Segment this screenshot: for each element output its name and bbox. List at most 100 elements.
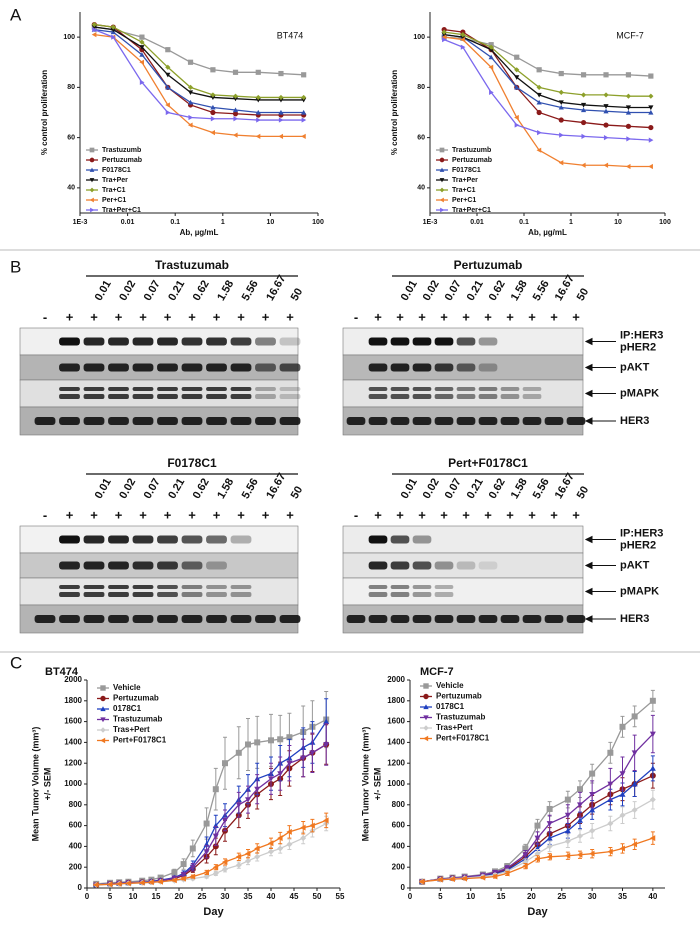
x-tick-label: 20 <box>527 892 536 901</box>
legend-label: F0178C1 <box>102 167 131 174</box>
band <box>132 585 154 589</box>
data-point <box>558 117 564 123</box>
lane-label: + <box>139 507 147 522</box>
y-axis-label: Mean Tumor Volume (mm³) <box>30 727 40 842</box>
band <box>181 561 203 570</box>
band <box>279 363 301 372</box>
data-point <box>649 731 656 738</box>
band <box>390 535 410 544</box>
data-point <box>268 737 274 744</box>
y-tick-label: 0 <box>78 883 83 892</box>
data-point <box>514 54 520 60</box>
data-point <box>203 849 210 855</box>
lane-label: + <box>213 507 221 522</box>
data-point <box>603 108 609 114</box>
band <box>157 363 178 372</box>
series-line <box>94 23 304 99</box>
y-tick-label: 200 <box>69 862 83 871</box>
data-point <box>171 869 178 876</box>
band <box>522 615 542 623</box>
data-point <box>603 135 609 141</box>
y-tick-label: 1400 <box>387 738 405 747</box>
legend-marker <box>89 147 95 153</box>
data-point <box>589 850 595 857</box>
legend-marker <box>90 207 95 213</box>
band <box>390 615 410 623</box>
data-point <box>212 864 219 871</box>
arrow <box>584 363 616 372</box>
band <box>206 363 227 372</box>
series-line <box>444 33 651 114</box>
lane-label: + <box>164 309 172 324</box>
data-point <box>277 771 284 777</box>
data-point <box>649 697 656 704</box>
row-label: pAKT <box>620 361 650 373</box>
data-point <box>648 93 654 99</box>
data-point <box>180 875 186 882</box>
data-point <box>442 37 447 43</box>
band <box>59 561 80 570</box>
data-point <box>536 147 542 153</box>
data-point <box>619 791 626 797</box>
legend-marker <box>423 735 429 742</box>
row-label: pMAPK <box>620 387 659 399</box>
data-point <box>91 24 97 30</box>
legend-label: Tras+Pert <box>113 725 150 734</box>
band <box>368 337 388 346</box>
data-point <box>232 111 239 117</box>
legend-marker <box>439 197 444 203</box>
data-point <box>277 845 284 852</box>
arrow <box>584 615 616 623</box>
data-point <box>648 109 654 115</box>
data-point <box>534 850 541 857</box>
band <box>181 585 203 589</box>
data-point <box>165 64 171 70</box>
data-point <box>268 848 274 855</box>
data-point <box>212 833 219 839</box>
band <box>368 394 388 399</box>
lane-label: - <box>354 309 358 324</box>
data-point <box>589 792 596 798</box>
lane-label: + <box>418 507 426 522</box>
band <box>59 535 80 544</box>
y-tick-label: 2000 <box>64 675 82 684</box>
data-point <box>460 44 466 50</box>
band <box>478 363 498 372</box>
x-tick-label: 10 <box>129 892 138 901</box>
data-point <box>255 97 261 103</box>
band <box>132 394 154 399</box>
blot-strip <box>19 379 299 408</box>
x-tick-label: 1E-3 <box>423 219 438 226</box>
data-point <box>300 755 307 761</box>
legend-label: Pertuzumab <box>113 694 159 703</box>
y-tick-label: 100 <box>63 34 75 41</box>
blot-strip <box>19 577 299 606</box>
data-point <box>603 122 609 128</box>
band <box>500 615 520 623</box>
lane-label: + <box>572 507 580 522</box>
band <box>368 615 388 623</box>
band <box>412 394 432 399</box>
lane-label: + <box>188 309 196 324</box>
data-point <box>187 84 194 90</box>
legend-marker <box>89 197 94 203</box>
band <box>230 387 252 391</box>
lane-label: + <box>188 507 196 522</box>
data-point <box>441 32 447 38</box>
band <box>59 592 80 597</box>
band <box>346 417 366 425</box>
data-point <box>564 827 571 834</box>
data-point <box>139 879 145 886</box>
legend-marker <box>439 167 445 172</box>
data-point <box>107 881 113 888</box>
band <box>206 592 227 597</box>
data-point <box>631 713 638 720</box>
legend-label: Tras+Pert <box>436 723 473 732</box>
lane-label: + <box>550 507 558 522</box>
data-point <box>489 89 494 95</box>
band <box>390 592 410 597</box>
data-point <box>649 835 656 842</box>
data-point <box>546 835 553 841</box>
data-point <box>254 853 261 860</box>
band <box>157 417 178 425</box>
